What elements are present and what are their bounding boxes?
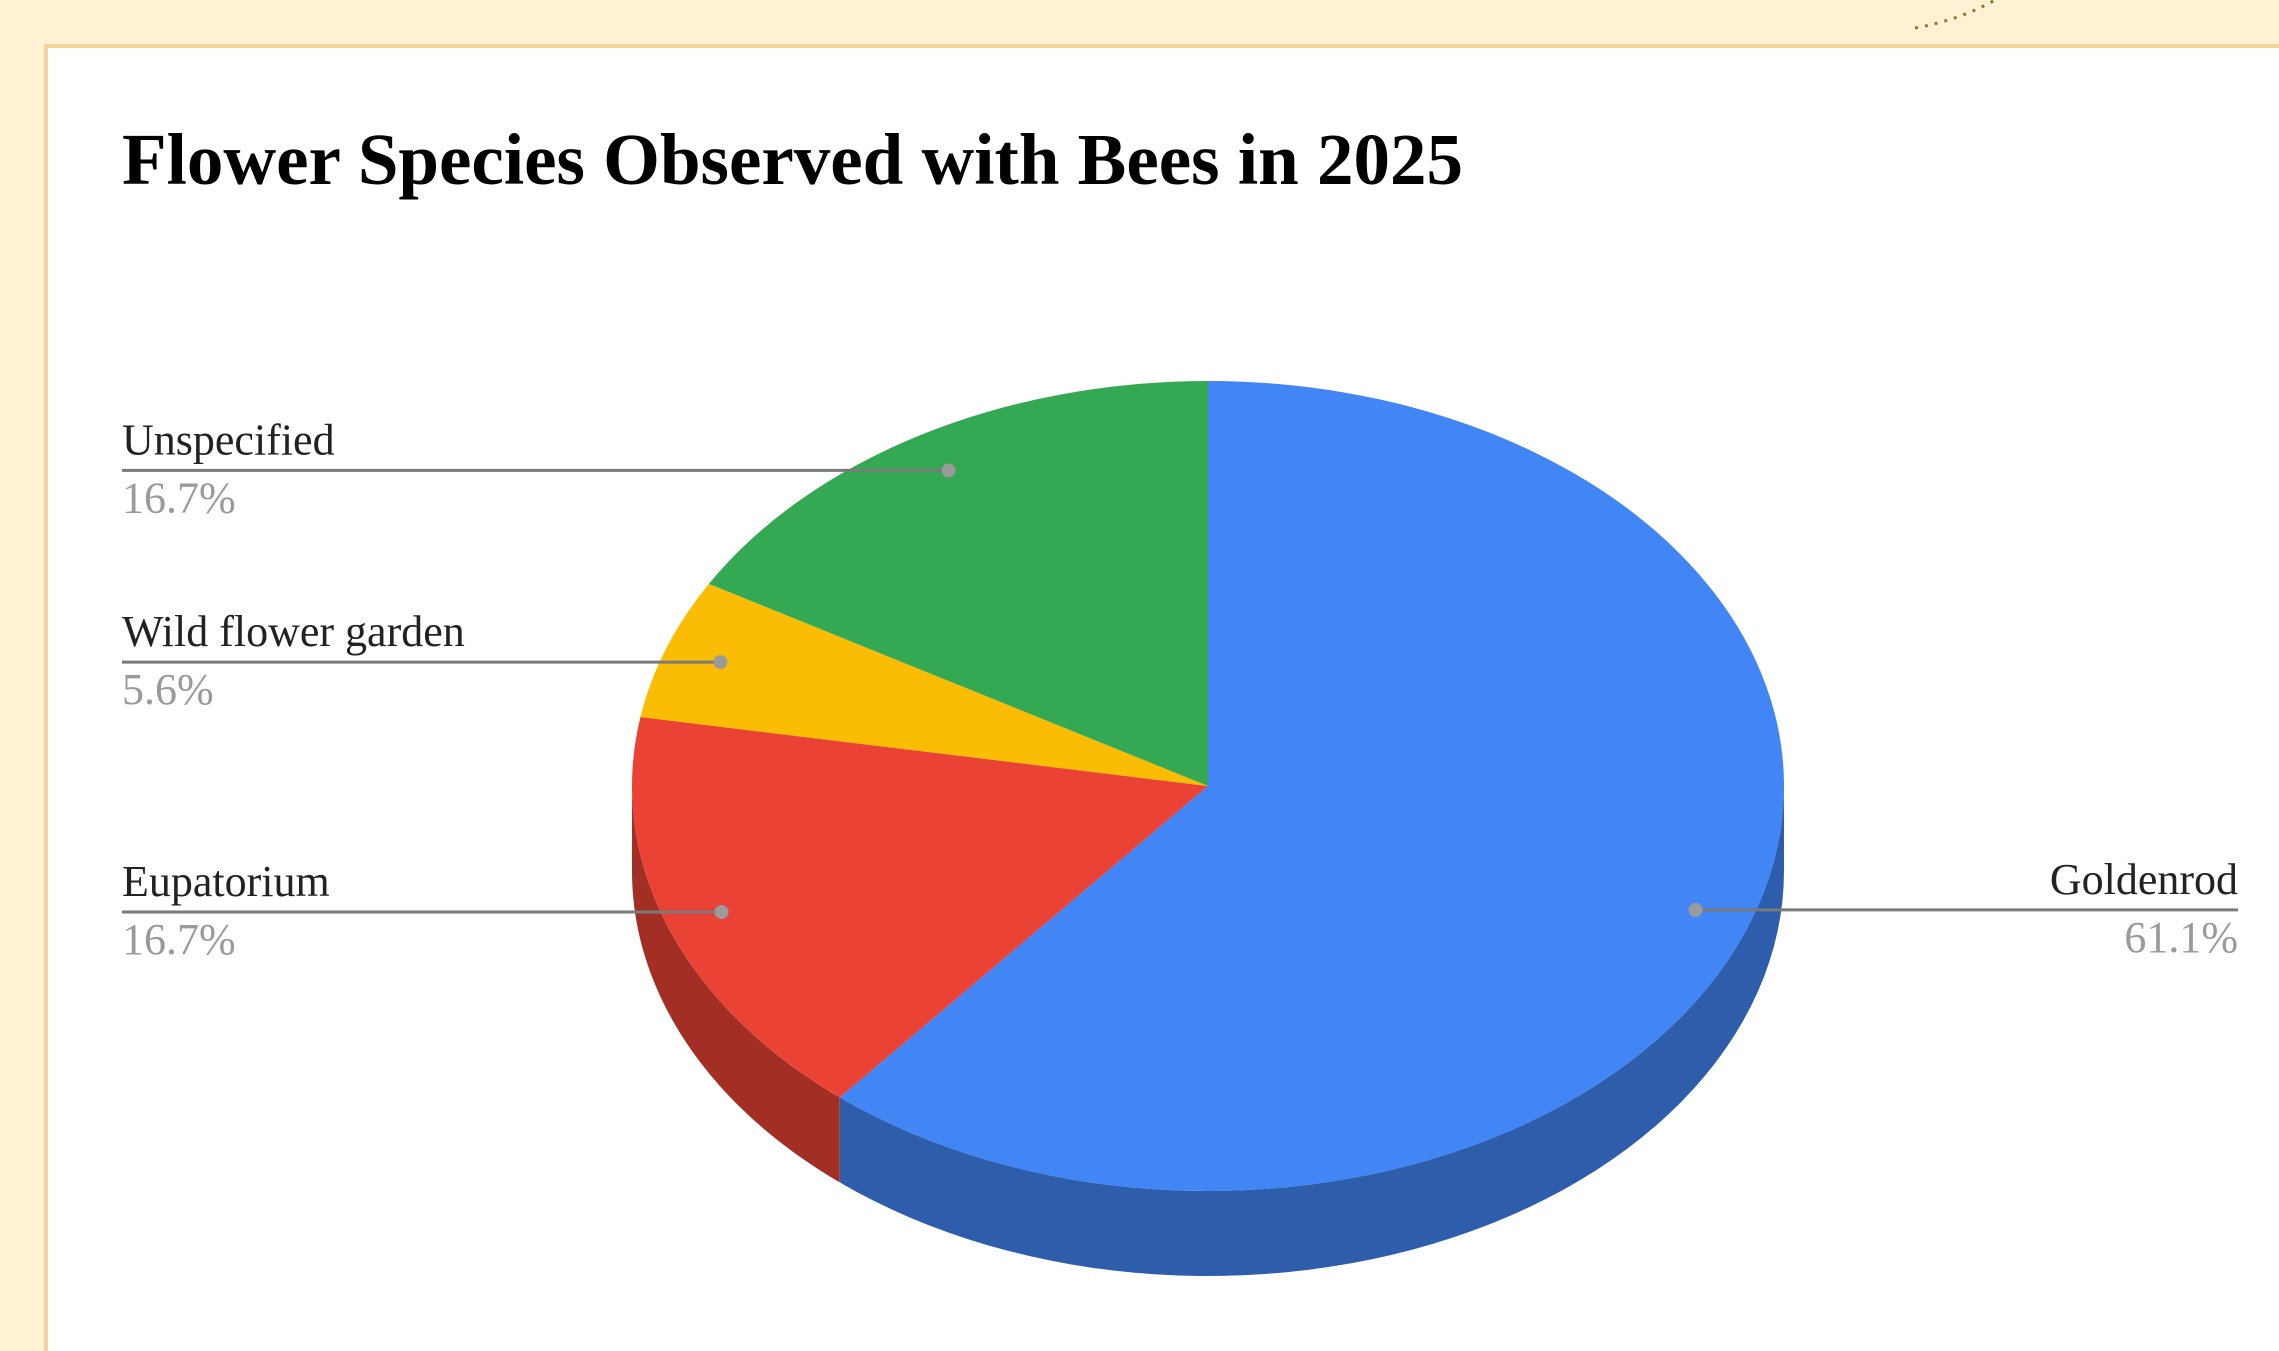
slice-labels: Goldenrod 61.1% Eupatorium 16.7% Wild flower… — [122, 415, 2238, 964]
leader-dot-eupatorium — [714, 905, 729, 920]
leader-dot-goldenrod — [1688, 902, 1703, 917]
pie-chart: Flower Species Observed with Bees in 202… — [122, 119, 2238, 1276]
slice-label-unspecified: Unspecified — [122, 415, 335, 464]
slice-percent-wild-flower-garden: 5.6% — [122, 665, 214, 714]
slice-percent-goldenrod: 61.1% — [2124, 913, 2238, 962]
leader-dot-unspecified — [941, 463, 956, 478]
slice-label-eupatorium: Eupatorium — [122, 857, 330, 906]
leader-dot-wild-flower-garden — [713, 655, 728, 670]
chart-card: Flower Species Observed with Bees in 202… — [44, 44, 2279, 1351]
pie-slice-unspecified[interactable] — [708, 381, 1208, 786]
slice-percent-unspecified: 16.7% — [122, 473, 236, 522]
slice-label-wild-flower-garden: Wild flower garden — [122, 607, 465, 656]
slice-percent-eupatorium: 16.7% — [122, 915, 236, 964]
pie-slice-wild-flower-garden[interactable] — [640, 583, 1208, 786]
pie-slice-goldenrod[interactable] — [839, 381, 1785, 1191]
chart-title: Flower Species Observed with Bees in 202… — [122, 119, 1463, 200]
slice-label-goldenrod: Goldenrod — [2050, 855, 2238, 904]
pie-slice-side-goldenrod — [839, 786, 1784, 1276]
pie-slices — [632, 381, 1785, 1276]
pie-slice-eupatorium[interactable] — [632, 717, 1208, 1098]
pie-slice-side-eupatorium — [632, 786, 840, 1183]
